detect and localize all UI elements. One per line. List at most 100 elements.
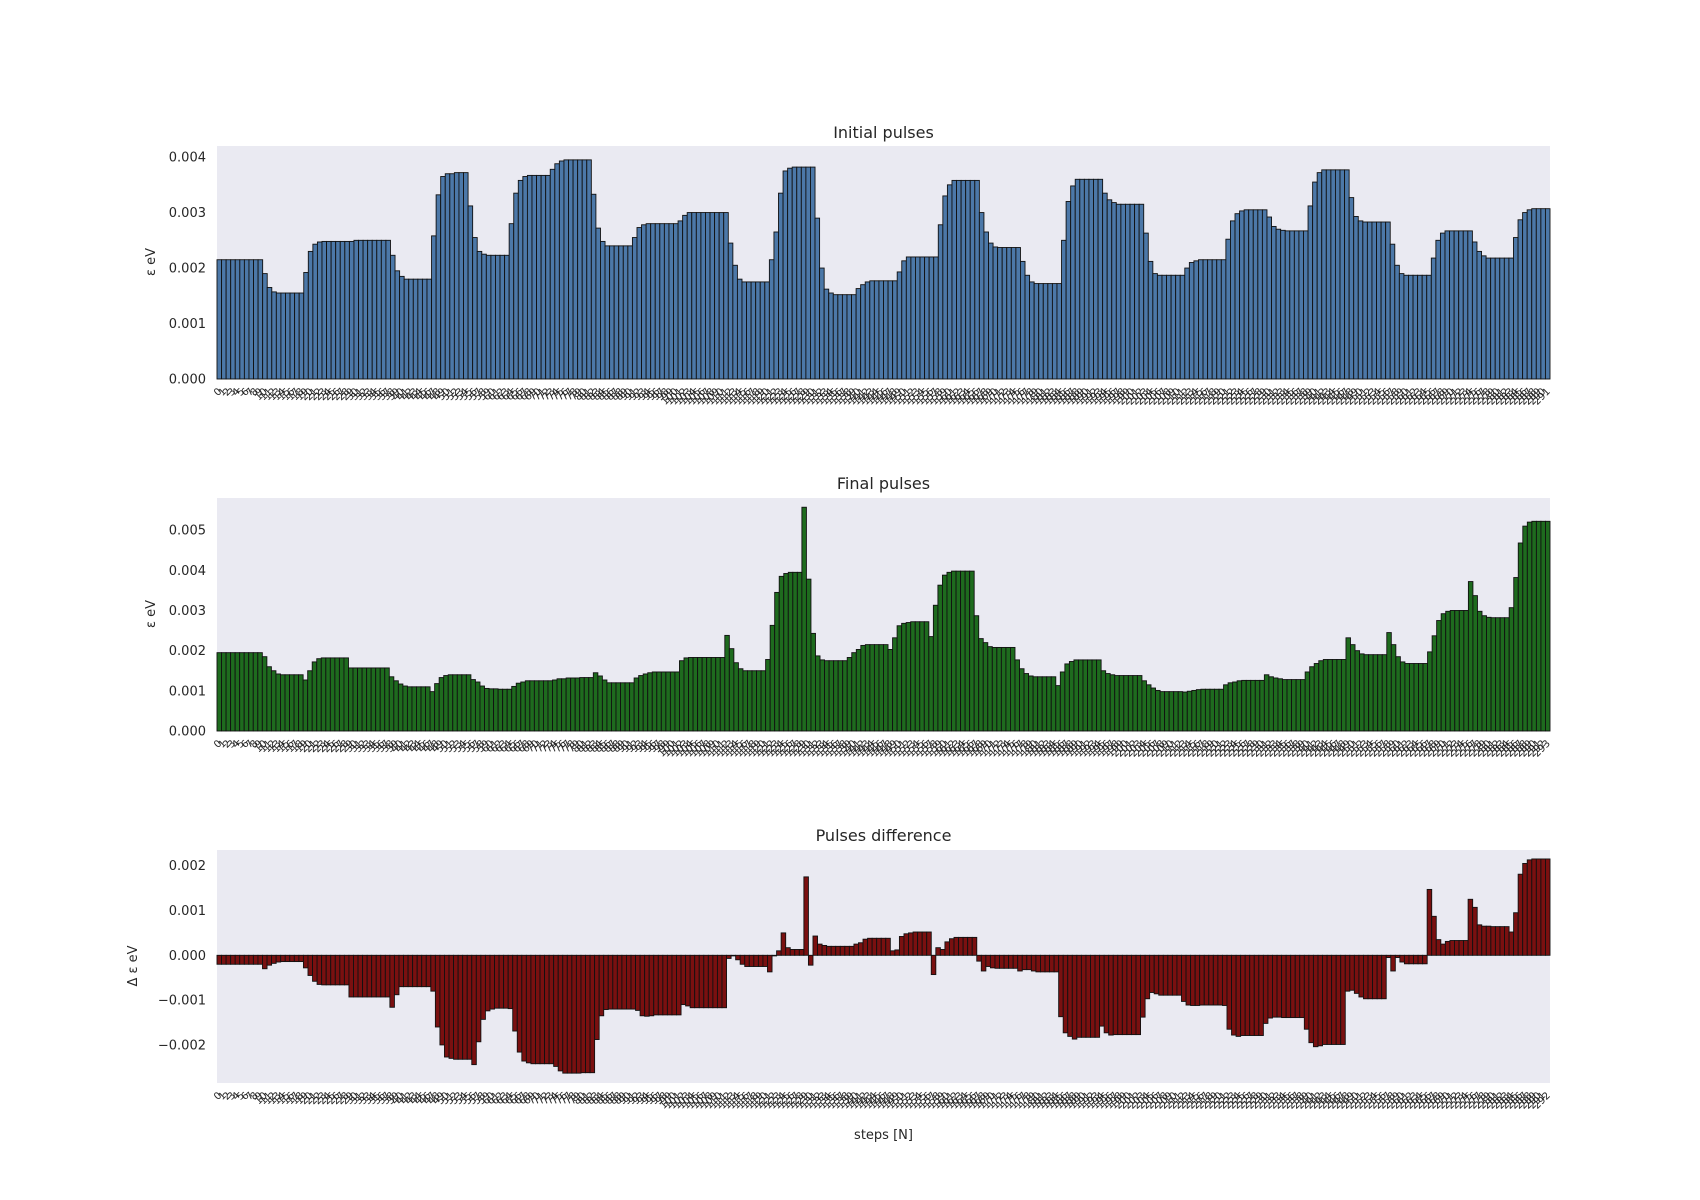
bar: [1262, 954, 1269, 1024]
bar: [753, 954, 759, 967]
bar: [376, 239, 382, 380]
y-tick-label: 0.001: [169, 904, 206, 919]
bar: [357, 667, 363, 732]
bar: [1513, 577, 1519, 732]
bar: [475, 954, 482, 1043]
bar: [225, 954, 232, 965]
bar: [524, 680, 531, 732]
bar: [1035, 954, 1041, 973]
bar: [1280, 229, 1286, 380]
bar: [815, 655, 821, 732]
bar: [1001, 247, 1008, 380]
bar: [1221, 954, 1228, 1006]
bar: [472, 237, 478, 380]
bar: [1038, 283, 1044, 380]
bar: [901, 260, 907, 380]
bar: [997, 247, 1003, 380]
bar: [1068, 661, 1075, 732]
bar: [1261, 209, 1268, 380]
bar: [1513, 912, 1519, 956]
bar: [257, 954, 263, 965]
bar: [1008, 954, 1014, 969]
bar: [526, 174, 533, 380]
bar: [1313, 663, 1320, 732]
bar: [987, 646, 993, 732]
bar: [421, 954, 427, 988]
bar: [716, 954, 723, 1009]
bar: [1312, 954, 1319, 1048]
bar: [910, 621, 916, 732]
bar: [271, 954, 277, 964]
bar: [1030, 954, 1037, 972]
bar: [803, 876, 809, 956]
bar: [517, 179, 524, 380]
bar: [1476, 924, 1483, 956]
bar: [1449, 940, 1455, 956]
bar: [329, 657, 336, 732]
bar: [1325, 169, 1332, 380]
bar: [508, 223, 515, 380]
bar: [461, 674, 467, 732]
bar: [1303, 954, 1310, 1030]
bar: [683, 657, 689, 732]
bar: [1389, 243, 1396, 380]
bar: [724, 634, 730, 732]
bar: [983, 231, 989, 380]
bar: [880, 937, 887, 956]
bar: [698, 954, 705, 1009]
bar: [1195, 689, 1202, 732]
bar: [976, 954, 982, 962]
bar: [497, 688, 504, 732]
bar: [644, 954, 650, 1017]
bar: [1522, 862, 1528, 956]
bar: [462, 954, 468, 1060]
bar: [747, 670, 753, 732]
bar: [1026, 954, 1032, 971]
bar: [1257, 209, 1263, 380]
bar: [402, 685, 408, 732]
bar: [1065, 201, 1072, 380]
bar: [600, 240, 606, 380]
bar: [257, 652, 263, 732]
bar: [1345, 637, 1351, 732]
bar: [1071, 954, 1078, 1040]
bars-difference: [216, 858, 1551, 1074]
bar: [1064, 663, 1070, 732]
bar: [1454, 940, 1460, 956]
bar: [572, 159, 579, 380]
bar: [1526, 209, 1533, 380]
bar: [1517, 542, 1524, 732]
bar: [855, 649, 862, 732]
bar: [1175, 274, 1181, 380]
bar: [988, 242, 994, 380]
bar: [817, 943, 823, 956]
bar: [1153, 954, 1160, 995]
bar: [1371, 221, 1377, 380]
bar: [1408, 663, 1415, 732]
bar: [1173, 691, 1179, 732]
bar: [663, 223, 670, 380]
bar: [1207, 259, 1213, 380]
bar: [1408, 274, 1414, 380]
bar: [601, 679, 608, 732]
bar: [1074, 178, 1081, 380]
bar: [653, 954, 659, 1016]
bar: [1216, 259, 1222, 380]
bar: [883, 644, 889, 732]
bar: [846, 294, 852, 380]
bar: [985, 954, 991, 967]
bar: [1363, 654, 1370, 732]
bar: [622, 245, 629, 380]
bar: [1404, 663, 1410, 732]
bar: [930, 954, 937, 976]
bar: [1226, 954, 1232, 1030]
bar: [760, 670, 767, 732]
bar: [944, 941, 950, 956]
bar: [1285, 954, 1292, 1019]
bar: [1276, 954, 1283, 1018]
bar: [549, 168, 556, 380]
bar: [1190, 954, 1196, 1006]
bar: [641, 224, 647, 380]
bar: [727, 242, 734, 380]
